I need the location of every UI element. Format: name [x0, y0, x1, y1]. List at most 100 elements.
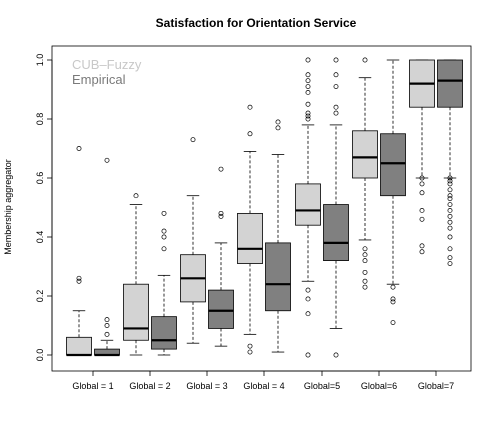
- outlier-point: [275, 125, 281, 131]
- outlier-point: [305, 101, 311, 107]
- box-body: [237, 212, 263, 264]
- outlier-point: [362, 278, 368, 284]
- outlier-point: [333, 352, 339, 358]
- y-tick-label: 0.4: [35, 231, 45, 244]
- outlier-point: [305, 311, 311, 317]
- outlier-point: [305, 78, 311, 84]
- outlier-point: [76, 146, 82, 151]
- y-axis: 0.0 0.2 0.4 0.6 0.8 1.0: [35, 54, 53, 361]
- box-empirical-4: [265, 119, 291, 353]
- outlier-point: [305, 89, 311, 95]
- box-cub-fuzzy-2: [123, 193, 149, 356]
- outlier-point: [161, 210, 167, 216]
- outlier-point: [447, 225, 453, 231]
- outlier-point: [362, 258, 368, 264]
- outlier-point: [161, 234, 167, 240]
- outlier-point: [362, 246, 368, 252]
- outlier-point: [333, 104, 339, 110]
- box-empirical-5: [323, 57, 349, 358]
- y-tick-label: 1.0: [35, 54, 45, 67]
- outlier-point: [447, 187, 453, 193]
- y-tick-label: 0.2: [35, 290, 45, 303]
- outlier-point: [104, 157, 110, 163]
- outlier-point: [275, 119, 281, 125]
- outlier-point: [362, 284, 368, 290]
- outlier-point: [333, 57, 339, 63]
- outlier-point: [305, 57, 311, 63]
- outlier-point: [419, 175, 425, 181]
- outlier-point: [104, 317, 110, 323]
- box-body: [151, 316, 177, 350]
- x-tick-label: Global = 2: [129, 381, 170, 391]
- boxes-layer: [66, 57, 463, 358]
- outlier-point: [104, 331, 110, 337]
- y-axis-label: Membership aggregator: [3, 159, 13, 255]
- outlier-point: [419, 207, 425, 213]
- box-body: [123, 283, 149, 341]
- box-body: [295, 183, 321, 226]
- outlier-point: [305, 84, 311, 90]
- outlier-point: [247, 104, 253, 110]
- outlier-point: [305, 72, 311, 78]
- box-body: [437, 59, 463, 108]
- outlier-point: [218, 213, 224, 219]
- legend-label-cub-fuzzy: CUB–Fuzzy: [72, 57, 142, 72]
- outlier-point: [76, 278, 82, 284]
- box-body: [380, 133, 406, 197]
- outlier-point: [447, 175, 453, 181]
- outlier-point: [104, 323, 110, 328]
- legend-label-empirical: Empirical: [72, 72, 126, 87]
- outlier-point: [419, 249, 425, 255]
- outlier-point: [305, 352, 311, 358]
- outlier-point: [447, 255, 453, 261]
- y-tick-label: 0.6: [35, 172, 45, 185]
- outlier-point: [305, 113, 311, 119]
- box-empirical-2: [151, 210, 177, 356]
- y-tick-label: 0.8: [35, 113, 45, 126]
- outlier-point: [161, 246, 167, 252]
- outlier-point: [362, 269, 368, 275]
- outlier-point: [247, 131, 253, 137]
- x-tick-label: Global=5: [304, 381, 340, 391]
- outlier-point: [419, 181, 425, 187]
- outlier-point: [218, 210, 224, 216]
- legend: CUB–Fuzzy Empirical: [72, 57, 142, 87]
- outlier-point: [447, 202, 453, 207]
- x-tick-label: Global = 3: [186, 381, 227, 391]
- outlier-point: [447, 181, 453, 187]
- outlier-point: [419, 190, 425, 196]
- outlier-point: [390, 299, 396, 305]
- x-tick-label: Global = 4: [243, 381, 284, 391]
- x-axis: Global = 1 Global = 2 Global = 3 Global = 4…: [72, 370, 454, 391]
- outlier-point: [362, 252, 368, 258]
- outlier-point: [447, 207, 453, 213]
- outlier-point: [362, 57, 368, 63]
- x-tick-label: Global=6: [361, 381, 397, 391]
- outlier-point: [305, 110, 311, 116]
- outlier-point: [218, 166, 224, 172]
- box-cub-fuzzy-3: [180, 137, 206, 344]
- outlier-point: [447, 234, 453, 240]
- x-tick-label: Global=7: [418, 381, 454, 391]
- box-body: [208, 289, 234, 329]
- box-body: [323, 204, 349, 262]
- outlier-point: [390, 320, 396, 325]
- outlier-point: [76, 275, 82, 281]
- outlier-point: [390, 296, 396, 302]
- outlier-point: [447, 196, 453, 202]
- box-cub-fuzzy-1: [66, 146, 92, 357]
- chart-title: Satisfaction for Orientation Service: [156, 16, 357, 30]
- outlier-point: [447, 261, 453, 266]
- outlier-point: [447, 213, 453, 219]
- outlier-point: [161, 228, 167, 234]
- plot-frame: [51, 45, 472, 372]
- outlier-point: [247, 349, 253, 355]
- outlier-point: [447, 193, 453, 199]
- box-body: [265, 242, 291, 312]
- box-empirical-1: [94, 157, 120, 357]
- outlier-point: [305, 116, 311, 122]
- box-empirical-6: [380, 59, 406, 325]
- outlier-point: [390, 284, 396, 290]
- outlier-point: [333, 72, 339, 78]
